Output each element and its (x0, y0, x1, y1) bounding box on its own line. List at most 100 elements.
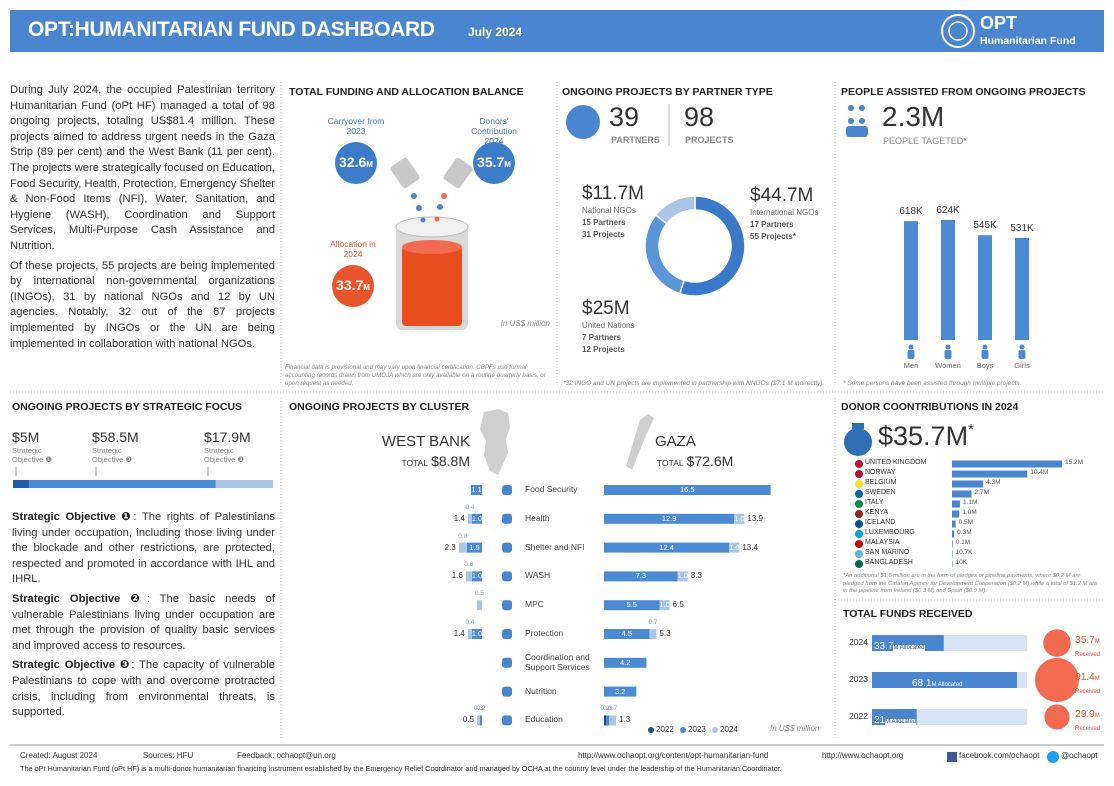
paragraph: Strategic Objective ❸: The capacity of v… (12, 658, 275, 720)
bar-value: 1.0 (729, 542, 740, 552)
flag (855, 470, 863, 478)
received-bubble (1035, 658, 1079, 702)
section-title: ONGOING PROJECTS BY PARTNER TYPE (562, 86, 773, 98)
funding-label: Allocation in 2024 (330, 239, 376, 259)
donor-label: 0.5M (958, 519, 974, 526)
allocated-label: 33.7M Allocated (874, 636, 925, 654)
donor-bar (952, 500, 960, 508)
group-name: Men (903, 361, 919, 370)
cluster-icon (502, 571, 512, 582)
allocated-value: 33.7 (874, 641, 894, 652)
funding-label: Carryover from 2023 (327, 116, 385, 136)
cluster-icon (502, 629, 512, 639)
year: 2024 (849, 637, 868, 647)
un-emblem (941, 14, 975, 48)
bar-value: 1.0 (734, 513, 745, 523)
objective-name: Strategic Objective ❶ (12, 446, 53, 464)
cluster-icon (502, 542, 512, 553)
legend-label: 2023 (688, 725, 706, 734)
cluster-bar (604, 715, 607, 726)
donor-name: ITALY (865, 499, 884, 506)
footnote: *32 INGO and UN projects are implemented… (563, 380, 825, 387)
cluster-bar (604, 513, 735, 524)
partner-count: 17 Partners (750, 220, 794, 229)
project-count: 55 Projects* (750, 232, 796, 241)
bar-value: 12.9 (661, 513, 677, 523)
intro: During July 2024, the occupied Palestini… (10, 83, 275, 356)
bar-value: 0.5 (474, 590, 484, 598)
bar-value: 0.3 (603, 705, 613, 713)
paragraph: Of these projects, 55 projects are being… (10, 259, 275, 350)
bar-value: 4.2 (619, 657, 631, 667)
cluster-name: Coordination and Support Services (525, 651, 590, 672)
received-text: Received (1075, 726, 1101, 732)
note: In US$ million (500, 319, 550, 328)
cluster-icon (502, 600, 512, 611)
cluster-bar (458, 542, 467, 553)
bar-label: 624K (936, 205, 960, 216)
bar-value: 1.0 (659, 600, 670, 610)
bar (941, 220, 955, 340)
amount: 32.6 (339, 154, 367, 170)
funding-value: 33.7M (336, 277, 370, 295)
person-icon (1019, 344, 1025, 350)
cluster-bar (479, 715, 482, 726)
unit: M (504, 160, 511, 169)
footer-text: Feedback: ochaopt@un.org (237, 751, 336, 760)
count-label: PROJECTS (685, 135, 734, 145)
section-title: DONOR COONTRIBUTIONS IN 2024 (841, 401, 1019, 413)
cluster-name: MPC (525, 599, 544, 610)
bar-value: 0.4 (465, 619, 475, 626)
total-label: TOTAL (657, 458, 684, 468)
footer-text: Sources: HFU (143, 751, 194, 760)
count: 39 (609, 102, 640, 132)
cluster-bar (470, 485, 482, 495)
unit: M (363, 283, 370, 292)
flag (855, 540, 863, 548)
objective-text: : The basic needs of vulnerable Palestin… (12, 592, 276, 652)
donut-segment (644, 213, 686, 295)
objective-lead: Strategic Objective ❷ (12, 592, 147, 605)
cluster-icon (502, 485, 512, 495)
flag (855, 510, 863, 518)
cluster-name: Food Security (525, 484, 578, 494)
footer-text: Created: August 2024 (20, 751, 98, 760)
person-icon (907, 350, 915, 359)
total-value: $8.8M (431, 453, 470, 469)
cluster-bar (467, 513, 472, 524)
bar-value: 0.8 (458, 532, 468, 540)
west-bank-map (480, 409, 510, 475)
cluster-bar (471, 571, 482, 582)
bar-label: 531K (1010, 222, 1034, 234)
allocated-unit: M Allocated (893, 645, 925, 651)
received-unit: M (1094, 713, 1100, 719)
received-text: Received (1075, 689, 1101, 695)
twitter-icon (1047, 751, 1059, 763)
objective-amount: $17.9M (204, 429, 251, 445)
allocated-value: 21 (874, 715, 886, 726)
section-title: ONGOING PROJECTS BY CLUSTER (289, 401, 470, 413)
cluster-bar (677, 571, 688, 582)
person-icon (945, 344, 951, 350)
bar (1015, 237, 1029, 340)
funding-bubble (332, 265, 374, 307)
total-value: $72.6M (686, 453, 734, 469)
cluster-bar (476, 600, 482, 611)
person-icon (944, 350, 952, 359)
cluster-name: Education (525, 714, 563, 725)
row-total: 1.3 (619, 715, 631, 725)
money-bag-icon (844, 423, 872, 456)
person-icon (981, 350, 989, 359)
bar (904, 221, 918, 340)
bar-label: 545K (973, 220, 997, 232)
funding-bubble (473, 142, 515, 184)
row-total: 1.6 (451, 571, 463, 581)
cluster-name: Nutrition (525, 685, 557, 696)
partner-amount: $44.7M (750, 185, 814, 206)
gaza-map (626, 414, 654, 470)
bar-value: 5.5 (626, 600, 637, 610)
objective-amount: $5M (12, 429, 40, 445)
cluster-name: WASH (525, 570, 551, 581)
person-icon (908, 344, 914, 350)
bar-value: 4.5 (621, 629, 632, 638)
